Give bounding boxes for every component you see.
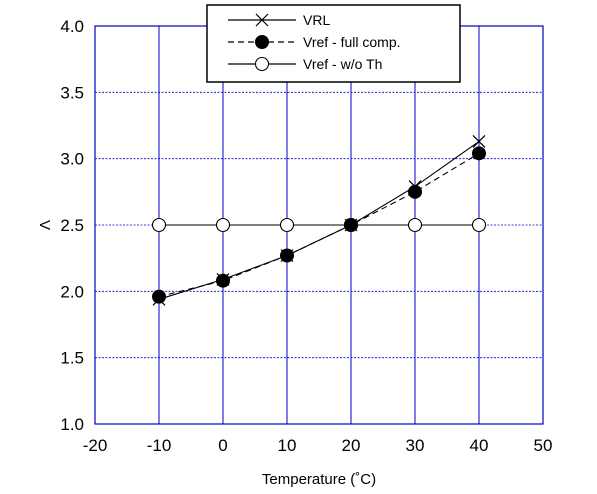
tick-labels: -20 -10 0 10 20 30 40 50 1.0 1.5 2.0 2.5 3.0 3.5 4.0 bbox=[60, 17, 552, 455]
data-point-filled-circle bbox=[255, 35, 269, 49]
series-layer bbox=[151, 134, 487, 306]
data-point-open-circle bbox=[279, 217, 295, 233]
data-point-open-circle bbox=[254, 56, 270, 72]
data-point-filled-circle bbox=[408, 184, 422, 199]
data-point-filled-circle bbox=[152, 289, 166, 304]
data-point-open-circle bbox=[215, 217, 231, 233]
y-tick-label: 1.5 bbox=[60, 349, 84, 368]
legend-box bbox=[206, 4, 461, 83]
y-axis-label: V bbox=[36, 220, 53, 230]
x-axis-label: Temperature (˚C) bbox=[262, 471, 376, 488]
series-line bbox=[158, 152, 480, 298]
x-tick-label: 10 bbox=[278, 436, 297, 455]
data-point-open-circle bbox=[471, 217, 487, 233]
legend-label: Vref - w/o Th bbox=[303, 56, 382, 72]
series-2 bbox=[151, 217, 487, 233]
x-tick-label: -20 bbox=[83, 436, 108, 455]
x-tick-label: 50 bbox=[534, 436, 553, 455]
x-tick-label: 30 bbox=[406, 436, 425, 455]
data-point-open-circle bbox=[151, 217, 167, 233]
legend-label: Vref - full comp. bbox=[303, 34, 401, 50]
series-1 bbox=[152, 146, 486, 304]
data-point-open-circle bbox=[407, 217, 423, 233]
x-tick-label: 40 bbox=[470, 436, 489, 455]
data-point-filled-circle bbox=[344, 218, 358, 232]
legend-label: VRL bbox=[303, 12, 330, 28]
data-point-filled-circle bbox=[280, 248, 294, 263]
y-tick-label: 4.0 bbox=[60, 17, 84, 36]
y-tick-label: 1.0 bbox=[60, 415, 84, 434]
x-marker-stroke bbox=[472, 134, 486, 148]
y-tick-label: 3.0 bbox=[60, 150, 84, 169]
y-tick-label: 3.5 bbox=[60, 83, 84, 102]
series-0 bbox=[152, 134, 486, 306]
x-tick-label: 20 bbox=[342, 436, 361, 455]
y-tick-label: 2.0 bbox=[60, 282, 84, 301]
legend: VRL Vref - full comp. Vref - w/o Th bbox=[206, 4, 461, 83]
x-tick-label: 0 bbox=[218, 436, 227, 455]
data-point-x-marker bbox=[255, 13, 269, 27]
data-point-filled-circle bbox=[216, 273, 230, 288]
series-line bbox=[158, 140, 480, 300]
x-tick-label: -10 bbox=[147, 436, 172, 455]
data-point-x-marker bbox=[472, 134, 486, 148]
data-point-filled-circle bbox=[472, 146, 486, 161]
y-tick-label: 2.5 bbox=[60, 216, 84, 235]
x-marker-stroke bbox=[255, 13, 269, 27]
